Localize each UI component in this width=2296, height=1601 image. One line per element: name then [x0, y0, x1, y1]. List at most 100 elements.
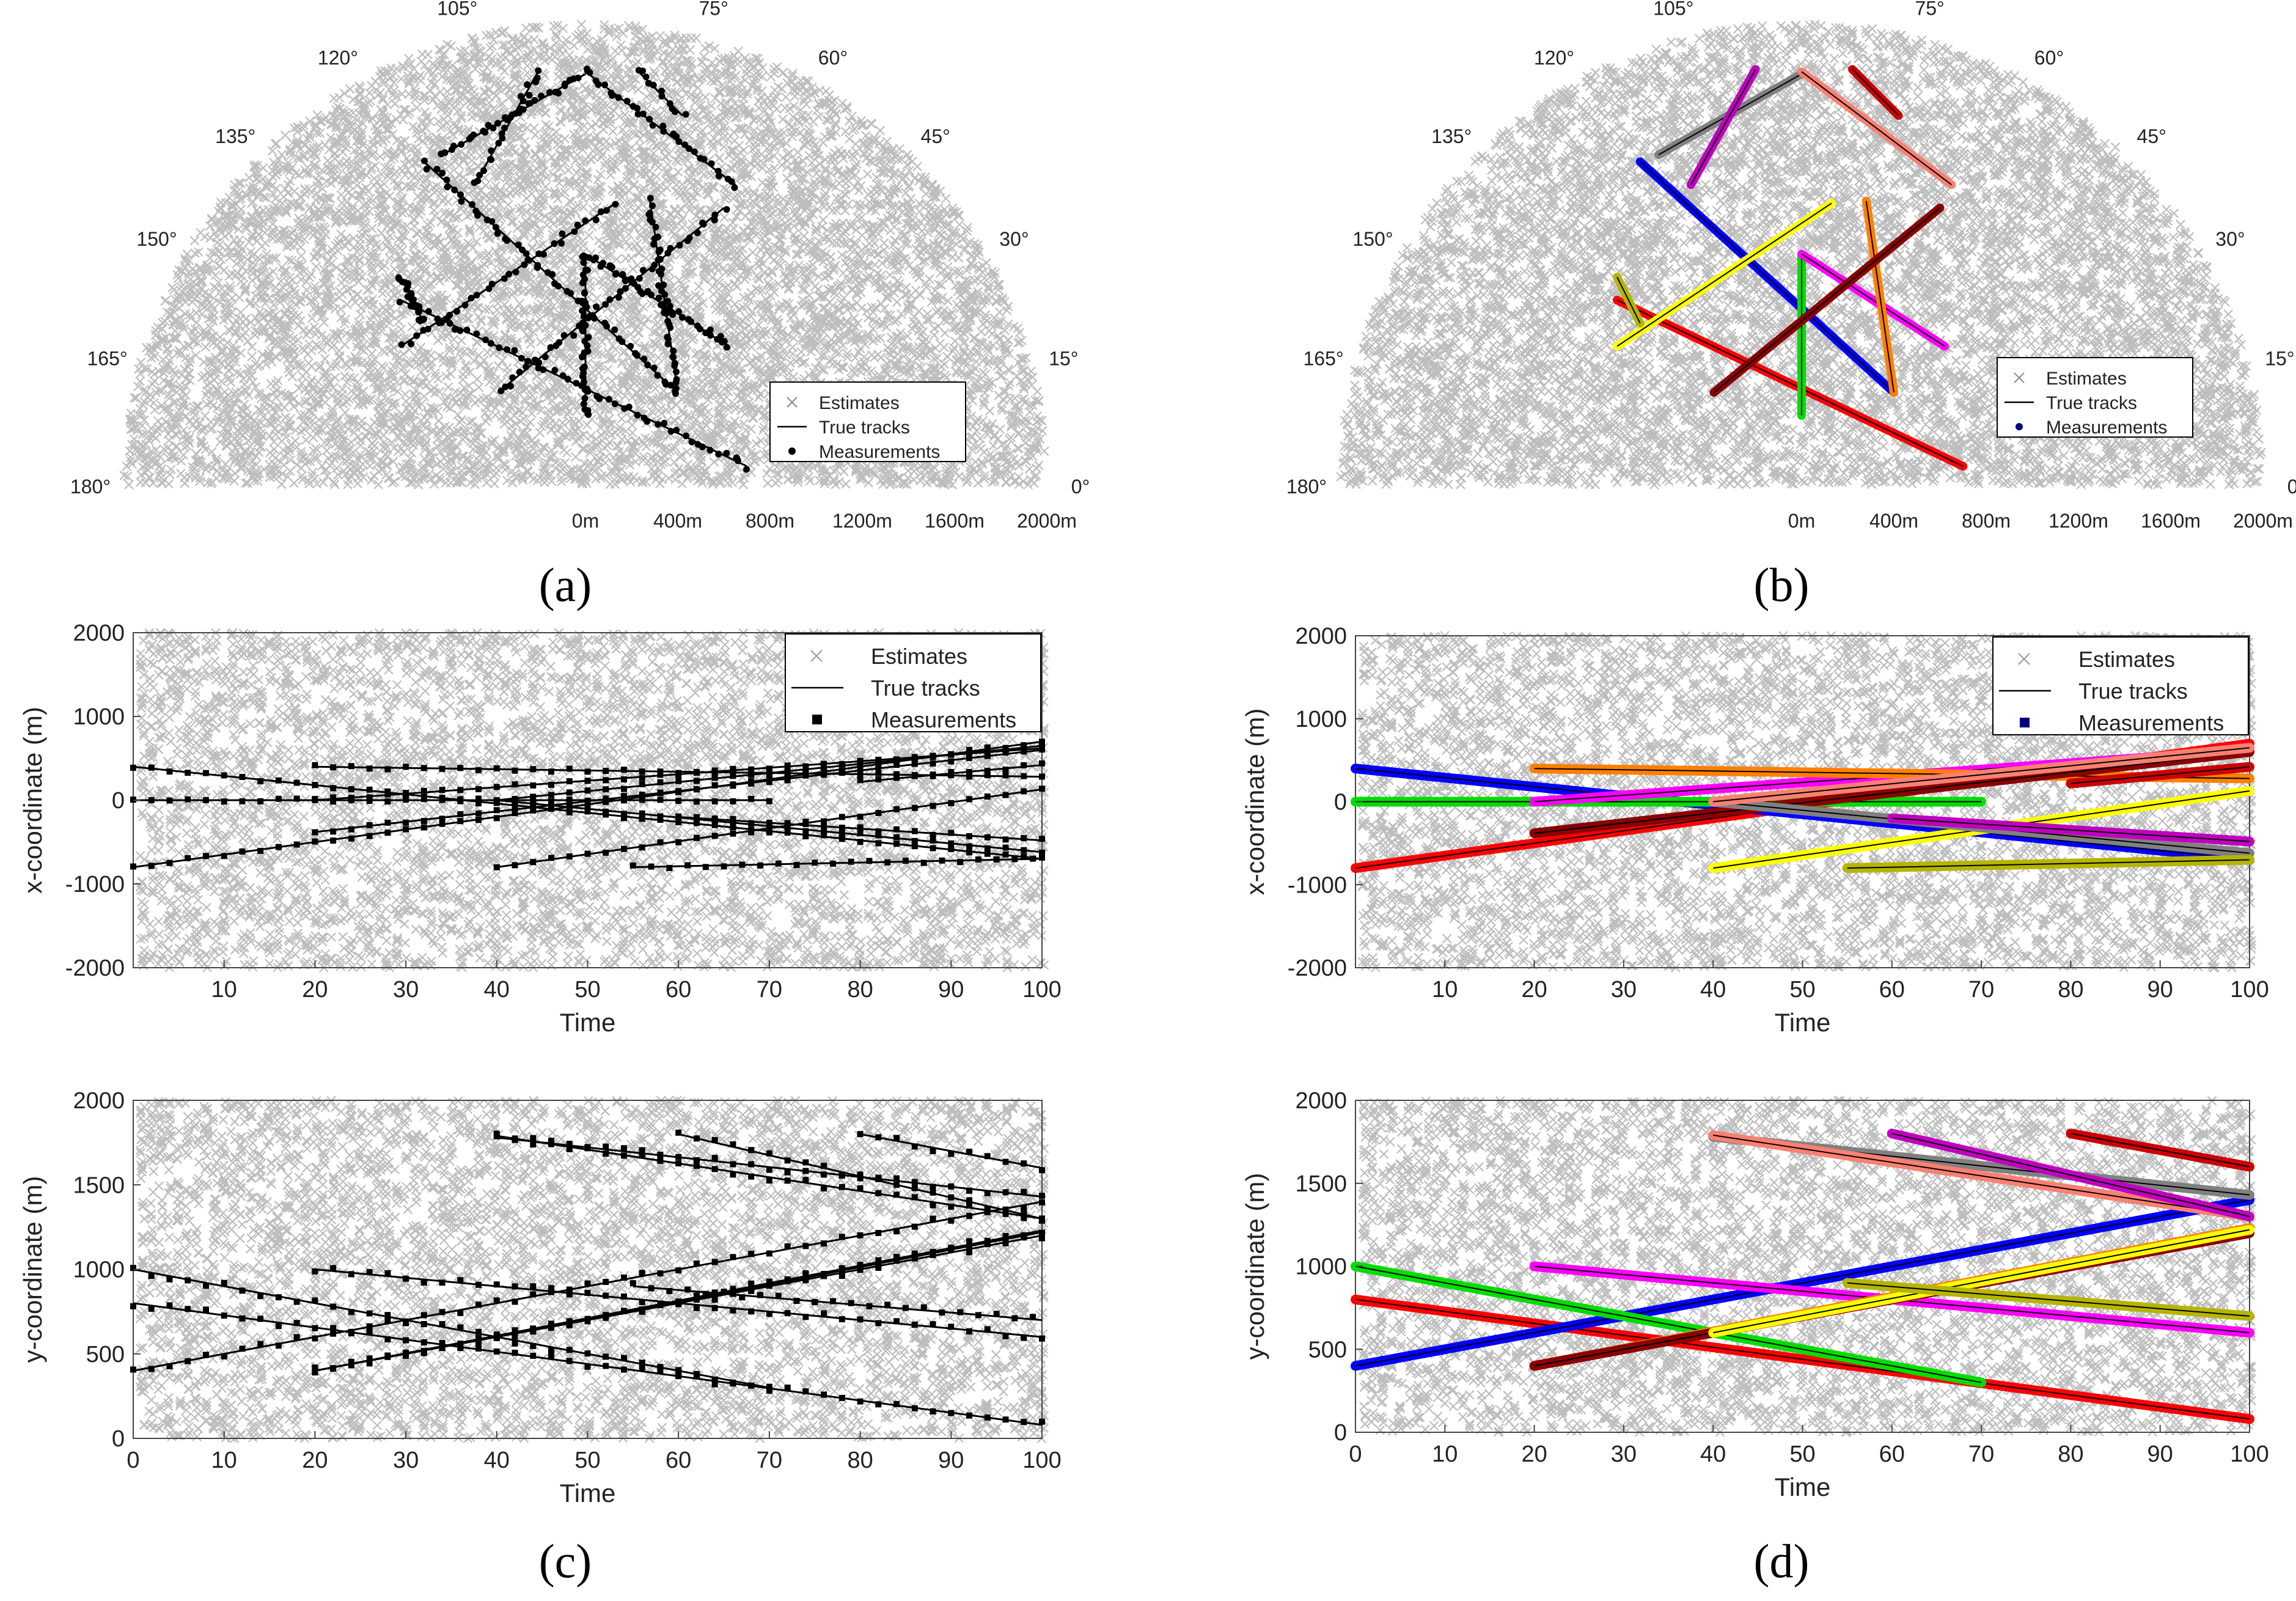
measurement-point [706, 446, 714, 454]
measurement-point [221, 1312, 227, 1319]
legend-box [785, 633, 1041, 732]
measurement-point [728, 178, 735, 185]
measurement-point [548, 802, 555, 809]
measurement-point [548, 1353, 555, 1360]
measurement-point [648, 1285, 655, 1292]
measurement-point [911, 1143, 918, 1150]
measurement-point [558, 240, 565, 247]
measurement-point [766, 1311, 772, 1317]
measurement-point [512, 806, 518, 813]
measurement-point [693, 768, 700, 775]
measurement-point [482, 336, 489, 344]
measurement-point [693, 834, 700, 841]
measurement-point [644, 361, 651, 369]
measurement-point [579, 307, 586, 315]
measurement-point [711, 1305, 718, 1311]
measurement-point [584, 850, 591, 857]
measurement-point [673, 368, 680, 375]
measurement-point [984, 1209, 991, 1215]
measurement-point [519, 97, 527, 105]
measurement-point [984, 1326, 991, 1333]
measurement-point [766, 775, 772, 782]
measurement-point [1039, 1418, 1045, 1425]
measurement-point [821, 827, 827, 834]
measurement-point [488, 281, 496, 288]
true-track-line [1847, 859, 2250, 869]
measurement-point [1021, 1160, 1027, 1167]
measurement-point [748, 795, 755, 802]
measurement-point [239, 1287, 246, 1294]
measurement-point [838, 1273, 845, 1279]
measurement-point [563, 288, 571, 295]
measurement-point [148, 863, 155, 869]
measurement-point [601, 81, 609, 89]
measurement-point [656, 256, 664, 263]
measurement-point [984, 845, 991, 852]
x-tick-label: 30 [1611, 1441, 1637, 1467]
measurement-point [711, 775, 718, 781]
measurement-point [821, 771, 827, 778]
measurement-point [620, 1152, 627, 1159]
y-axis-label: x-coordinate (m) [1241, 708, 1269, 896]
y-axis-label: x-coordinate (m) [18, 707, 47, 894]
measurement-point [366, 798, 373, 804]
measurement-point [730, 820, 736, 827]
measurement-point [739, 861, 746, 868]
measurement-point [423, 166, 430, 173]
measurement-point [673, 133, 680, 140]
measurement-point [620, 845, 627, 852]
measurement-point [644, 418, 651, 425]
measurement-point [530, 1291, 537, 1298]
measurement-point [700, 156, 708, 163]
measurement-point [548, 1141, 555, 1147]
measurement-point [639, 1299, 645, 1306]
measurement-point [730, 1171, 736, 1178]
measurement-point [948, 1323, 955, 1330]
measurement-point [439, 765, 446, 772]
measurement-point [580, 400, 587, 408]
y-tick-label: -2000 [1288, 955, 1347, 981]
measurement-point [493, 784, 500, 790]
measurement-point [293, 1334, 300, 1341]
angle-tick-label: 90° [1787, 0, 1816, 2]
true-track-line [1801, 253, 1945, 347]
measurement-point [312, 829, 318, 836]
measurement-point [784, 1310, 791, 1317]
measurement-point [693, 1305, 700, 1311]
measurement-point [875, 1401, 882, 1408]
panel-a-polar-plot: 0° 15° 30° 45° 60° 75° 90° 105° 120° 135° 150° 165°… [70, 0, 1090, 532]
measurement-point [622, 285, 629, 292]
measurement-point [620, 1366, 627, 1373]
x-tick-label: 70 [757, 977, 782, 1003]
measurement-point [966, 1249, 973, 1256]
measurement-point [675, 1160, 682, 1167]
measurement-point [221, 853, 227, 859]
measurement-point [548, 1285, 555, 1292]
measurement-point [420, 765, 427, 771]
measurement-point [730, 1379, 736, 1386]
y-tick-label: 500 [1308, 1337, 1347, 1363]
legend-label: Measurements [819, 442, 940, 462]
measurement-point [603, 808, 609, 815]
measurement-point [584, 808, 591, 815]
measurement-point [675, 308, 683, 315]
measurement-point [766, 1150, 772, 1157]
measurement-point [605, 396, 612, 403]
measurement-point [475, 1334, 482, 1341]
measurement-point [548, 855, 555, 861]
measurement-point [634, 411, 641, 419]
measurement-point [471, 179, 478, 186]
measurement-point [166, 797, 173, 804]
measurement-point [748, 1251, 755, 1257]
measurement-point [1039, 1167, 1045, 1174]
measurement-point [457, 811, 464, 817]
y-tick-label: 1000 [1295, 707, 1347, 732]
measurement-point [475, 786, 482, 792]
measurement-point [948, 769, 955, 776]
measurement-point [1002, 792, 1009, 798]
measurement-point [975, 1312, 981, 1319]
measurement-point [293, 795, 300, 802]
measurement-point [657, 1364, 664, 1371]
measurement-point [257, 778, 264, 784]
